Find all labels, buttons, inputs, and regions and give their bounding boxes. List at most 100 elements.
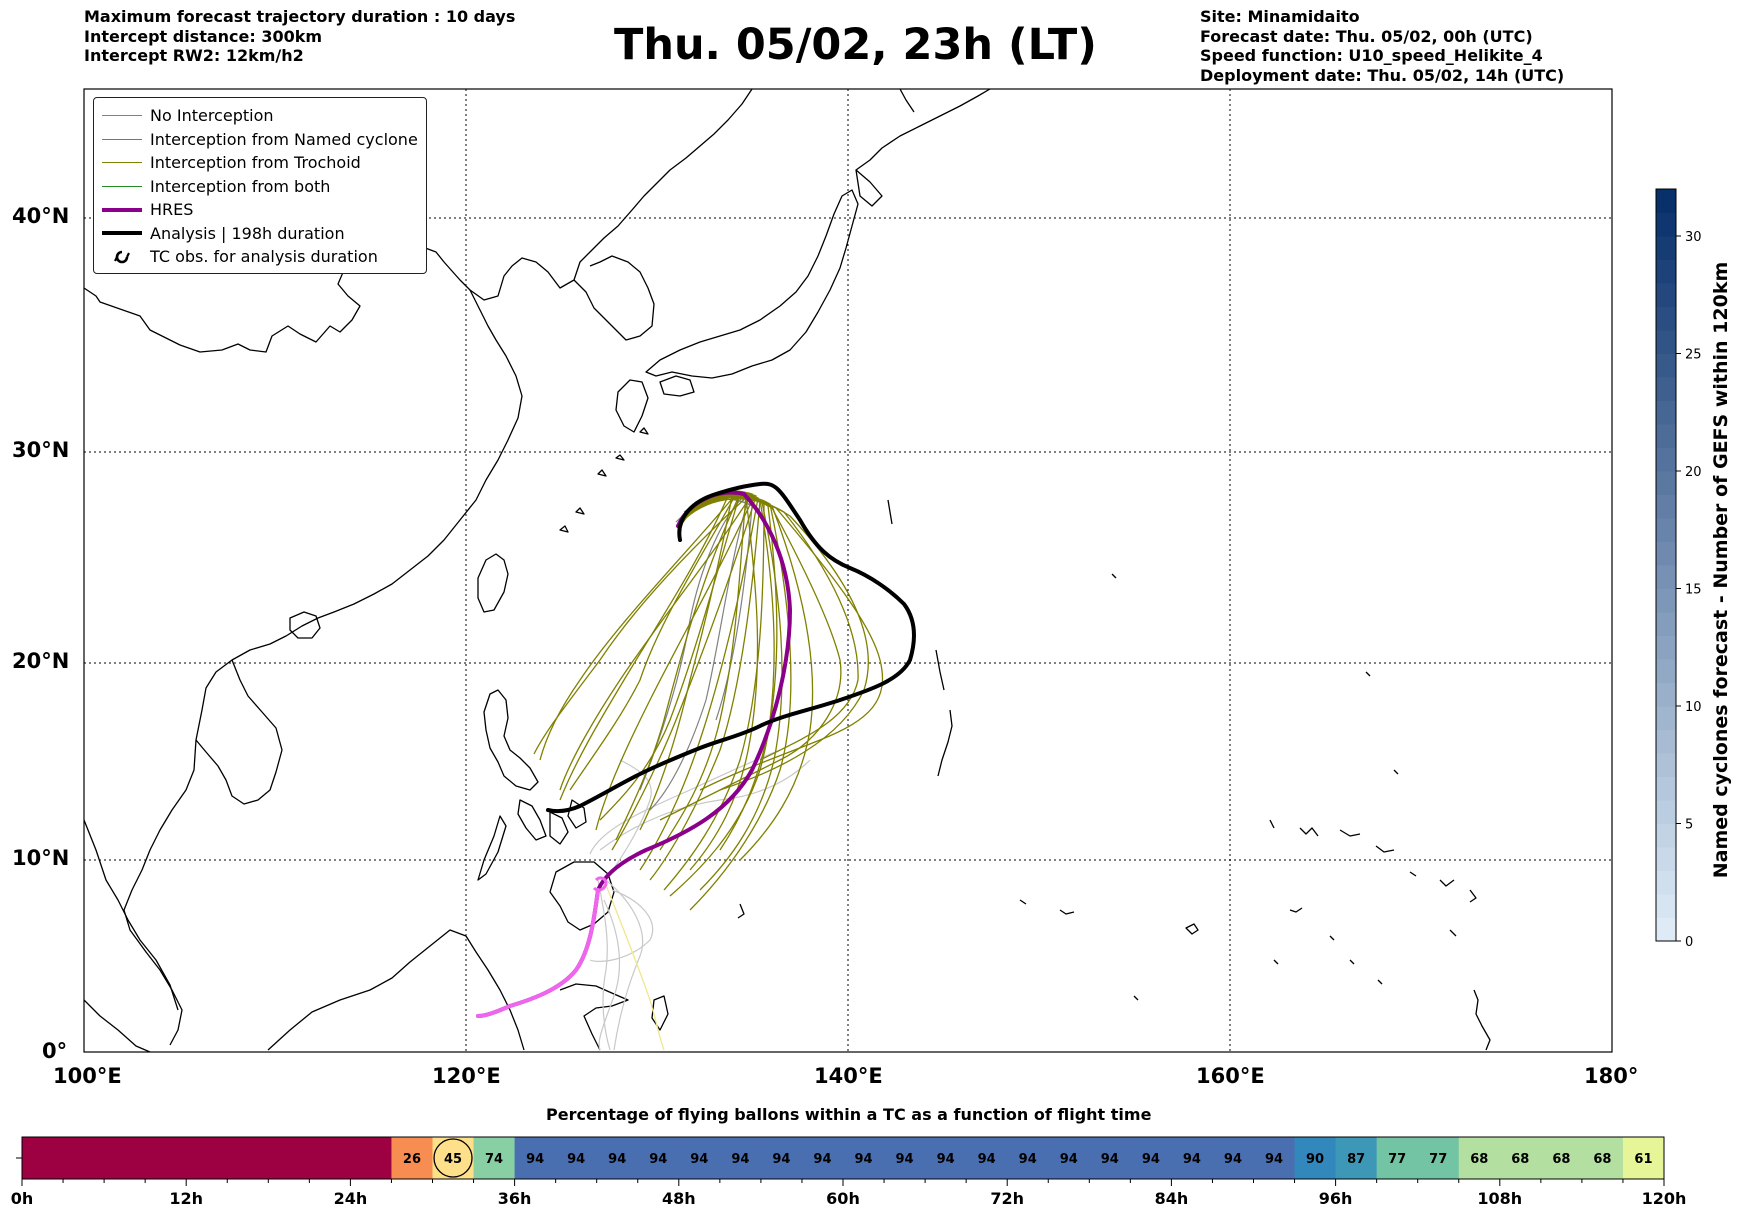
colorbar-step (1656, 917, 1676, 942)
colorbar-step (1656, 894, 1676, 918)
timeline-segment-value: 77 (1388, 1152, 1406, 1167)
cyclone-symbol-icon (102, 248, 142, 266)
site-info-line: Deployment date: Thu. 05/02, 14h (UTC) (1200, 65, 1565, 85)
timeline-x-label: 36h (497, 1189, 532, 1208)
analysis-track (546, 481, 916, 814)
legend-item: Interception from Trochoid (102, 151, 418, 175)
colorbar-step (1656, 306, 1676, 331)
timeline-segment (1540, 1137, 1583, 1179)
colorbar-step (1656, 635, 1676, 660)
timeline-segment (925, 1137, 967, 1179)
timeline-segment (884, 1137, 926, 1179)
hres-track-late (476, 888, 600, 1018)
timeline-segment (1089, 1137, 1131, 1179)
timeline-segment-value: 68 (1552, 1152, 1570, 1167)
colorbar-step (1656, 400, 1676, 425)
timeline-x-label: 96h (1318, 1189, 1353, 1208)
legend-swatch (102, 207, 142, 212)
lat-label: 0° (42, 1039, 68, 1063)
timeline-segment-value: 94 (608, 1152, 626, 1167)
timeline-segment-value: 26 (403, 1152, 421, 1167)
colorbar-step (1656, 424, 1676, 448)
colorbar-tick-label: 25 (1685, 348, 1702, 363)
lon-label: 100°E (53, 1064, 122, 1088)
colorbar-tick-label: 5 (1685, 818, 1693, 833)
timeline-axis-labels: 0h 12h 24h 36h 48h 60h 72h 84h 96h 108h 120h (0, 1183, 1748, 1213)
colorbar-step (1656, 588, 1676, 613)
legend-label: Analysis | 198h duration (150, 223, 345, 243)
site-info-line: Speed function: U10_speed_Helikite_4 (1200, 46, 1543, 65)
timeline-segment (1212, 1137, 1254, 1179)
timeline-x-label: 120h (1641, 1189, 1687, 1208)
timeline-segment (678, 1137, 721, 1179)
legend-label: Interception from Trochoid (150, 153, 361, 173)
colorbar-step (1656, 565, 1676, 589)
colorbar-step (1656, 212, 1676, 237)
colorbar: 0 5 10 15 20 25 30 (1655, 188, 1702, 948)
timeline-segment (1458, 1137, 1501, 1179)
timeline-segment (801, 1137, 844, 1179)
colorbar-tick-label: 0 (1685, 935, 1693, 948)
hres-loop (592, 876, 608, 892)
colorbar-step (1656, 353, 1676, 378)
lon-label: 120°E (432, 1064, 501, 1088)
colorbar-step (1656, 776, 1676, 801)
timeline-bar: 26 45 74 94 94 94 94 94 94 94 94 94 94 94 94 94 94 94 94 94… (16, 1136, 1665, 1186)
timeline-segment-value: 94 (1183, 1152, 1201, 1167)
colorbar-step (1656, 847, 1676, 871)
timeline-x-label: 72h (990, 1189, 1025, 1208)
timeline-segment-value: 94 (526, 1152, 544, 1167)
trajectory-lines (476, 481, 916, 1051)
timeline-x-label: 108h (1477, 1189, 1523, 1208)
timeline-segment (1335, 1137, 1378, 1179)
colorbar-step (1656, 330, 1676, 354)
timeline-segment (1253, 1137, 1296, 1179)
run-info: Maximum forecast trajectory duration : 1… (84, 7, 515, 66)
colorbar-tick-label: 20 (1685, 465, 1702, 480)
timeline-segment-value: 94 (1101, 1152, 1119, 1167)
legend-item: Interception from Named cyclone (102, 128, 418, 152)
legend-swatch (102, 138, 142, 140)
colorbar-step (1656, 541, 1676, 566)
colorbar-step (1656, 800, 1676, 824)
legend-item: No Interception (102, 104, 418, 128)
coastlines (84, 89, 1491, 1052)
colorbar-label: Named cyclones forecast - Number of GEFS… (1710, 261, 1732, 879)
colorbar-step (1656, 682, 1676, 707)
timeline-segment (22, 1137, 392, 1179)
timeline-segment-value: 90 (1306, 1152, 1324, 1167)
page-title: Thu. 05/02, 23h (LT) (614, 20, 1097, 70)
timeline-segment-value: 94 (690, 1152, 708, 1167)
timeline-x-label: 84h (1154, 1189, 1189, 1208)
no-interception-faint-tracks (589, 749, 811, 1051)
map-legend: No Interception Interception from Named … (93, 97, 427, 274)
legend-item: HRES (102, 198, 418, 222)
timeline-segment-value: 94 (978, 1152, 996, 1167)
timeline-segment (760, 1137, 803, 1179)
colorbar-step (1656, 494, 1676, 519)
colorbar-step (1656, 753, 1676, 777)
map-frame (83, 88, 1613, 1053)
colorbar-tick-label: 10 (1685, 700, 1702, 715)
lon-label: 180° (1584, 1064, 1639, 1088)
timeline-segment (843, 1137, 885, 1179)
lat-label: 40°N (12, 204, 70, 228)
timeline-segment (555, 1137, 598, 1179)
timeline-segment (1130, 1137, 1172, 1179)
timeline-x-label: 60h (826, 1189, 860, 1208)
colorbar-step (1656, 189, 1676, 213)
timeline-segment-value: 74 (485, 1152, 503, 1167)
legend-label: HRES (150, 200, 194, 220)
colorbar-step (1656, 377, 1676, 401)
legend-item: Analysis | 198h duration (102, 222, 418, 246)
timeline-segment-value: 68 (1511, 1152, 1529, 1167)
legend-swatch (102, 162, 142, 164)
timeline-segment (1499, 1137, 1542, 1179)
timeline-segment-value: 94 (567, 1152, 585, 1167)
site-info-line: Site: Minamidaito (1200, 7, 1360, 26)
timeline-segment (596, 1137, 639, 1179)
colorbar-step (1656, 612, 1676, 636)
run-info-line: Maximum forecast trajectory duration : 1… (84, 7, 516, 26)
lat-label: 10°N (12, 846, 70, 870)
timeline-segment (1376, 1137, 1419, 1179)
